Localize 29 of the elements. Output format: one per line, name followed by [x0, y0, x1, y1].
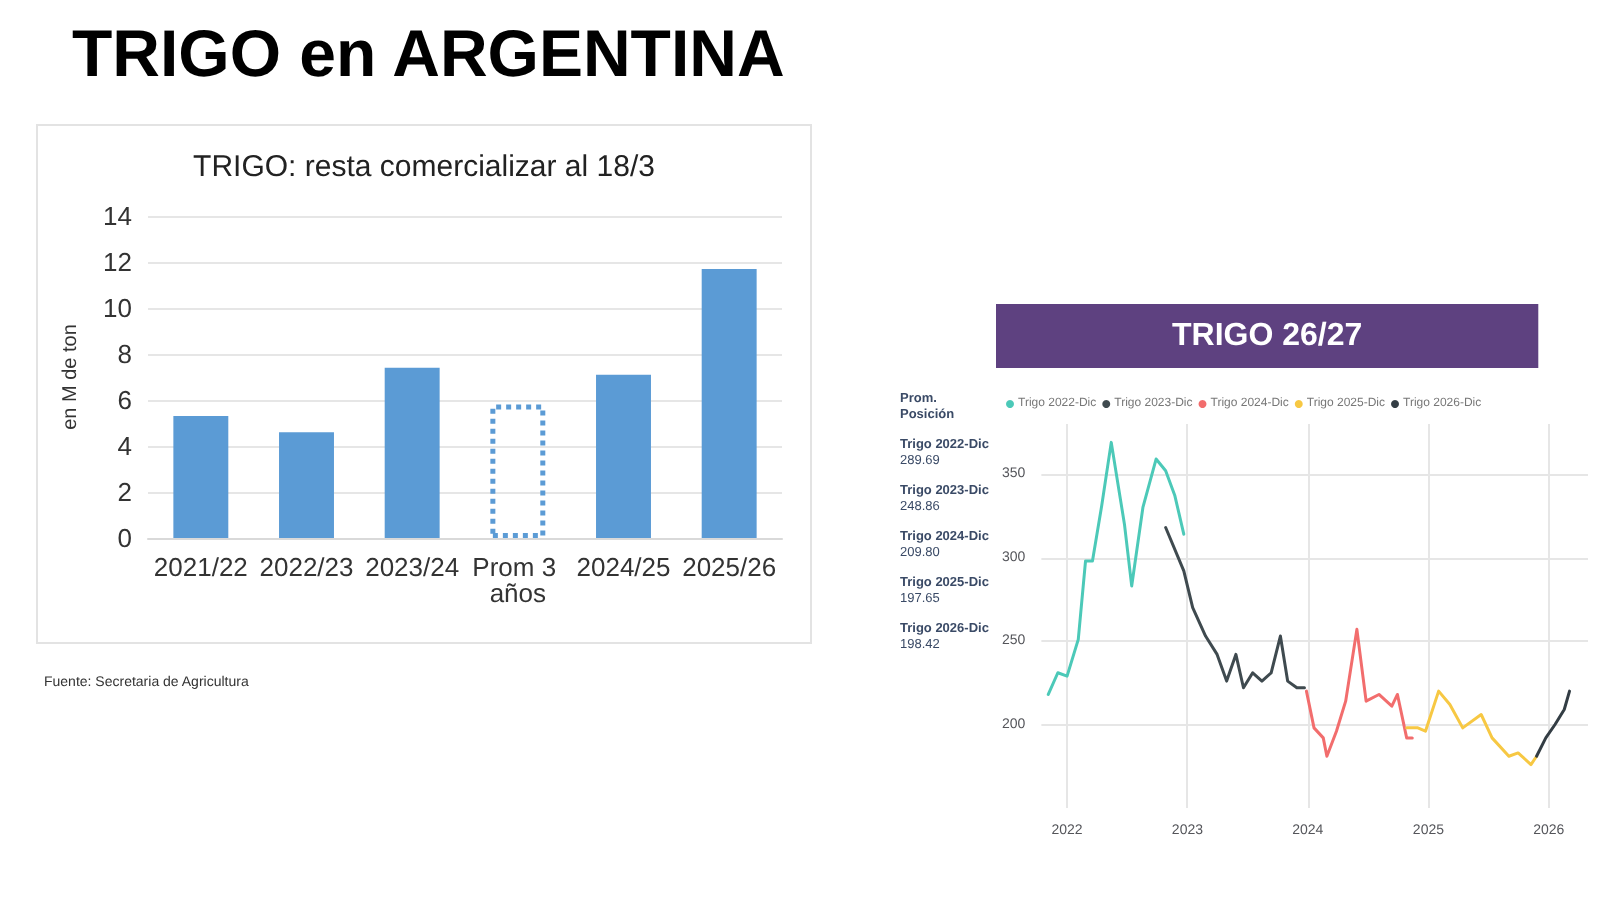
chart-title: TRIGO 26/27: [1172, 319, 1363, 353]
bar: [279, 432, 334, 538]
y-tick-label: 12: [103, 247, 132, 277]
y-tick-label: 4: [117, 431, 132, 461]
x-tick-label: 2023/24: [365, 552, 460, 582]
y-tick-label: 6: [117, 385, 132, 415]
x-tick-label: 2024/25: [576, 552, 671, 582]
line-series: [1164, 526, 1306, 690]
y-tick-label: 14: [103, 201, 132, 231]
line-series: [1535, 689, 1572, 758]
y-axis-title: en M de ton: [60, 324, 83, 430]
x-tick-label: 2022/23: [259, 552, 354, 582]
line-series: [1304, 627, 1414, 758]
y-tick-label: 8: [117, 339, 132, 369]
y-tick-label: 0: [117, 523, 132, 553]
bar: [173, 416, 229, 538]
x-tick-label: Prom 3 años: [472, 552, 564, 608]
y-tick-label: 10: [103, 293, 132, 323]
bar: [596, 374, 651, 538]
x-tick-label: 2025/26: [682, 552, 777, 582]
chart-title: TRIGO: resta comercializar al 18/3: [193, 150, 655, 184]
y-tick-label: 2: [117, 477, 132, 507]
line-series: [1046, 440, 1186, 696]
bar: [384, 367, 440, 538]
x-tick-label: 2021/22: [153, 552, 248, 582]
line-series: [1405, 689, 1539, 767]
bar: [490, 404, 546, 538]
bar: [701, 268, 757, 538]
text: TRIGO en ARGENTINA: [72, 16, 785, 92]
